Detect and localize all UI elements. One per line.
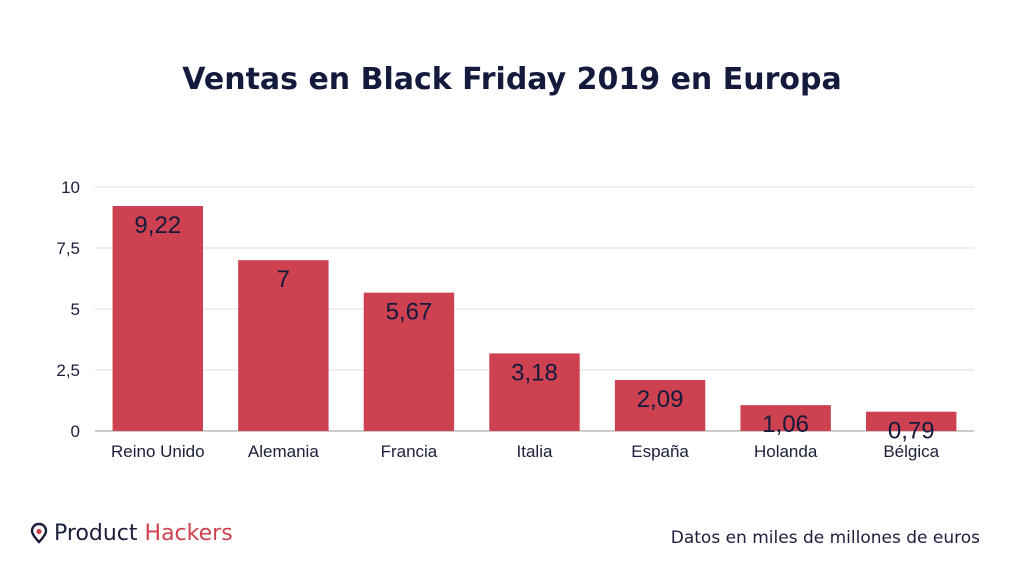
- x-tick-label: Holanda: [754, 442, 818, 461]
- units-footnote: Datos en miles de millones de euros: [670, 528, 980, 548]
- data-label: 3,18: [511, 359, 558, 386]
- bar: [740, 405, 831, 431]
- data-label: 7: [277, 266, 290, 293]
- y-tick-label: 7,5: [56, 239, 80, 258]
- location-pin-icon: [30, 522, 48, 544]
- y-tick-label: 0: [71, 422, 80, 441]
- x-tick-label: Francia: [381, 442, 438, 461]
- data-label: 5,67: [386, 299, 433, 326]
- brand-logo: Product Hackers: [30, 521, 233, 546]
- brand-name-part2: Hackers: [144, 521, 233, 546]
- brand-name-part1: Product: [54, 521, 138, 546]
- data-label: 9,22: [134, 212, 181, 239]
- data-label: 0,79: [888, 418, 935, 445]
- bar: [489, 353, 580, 431]
- bar: [614, 380, 706, 431]
- data-label: 2,09: [637, 386, 684, 413]
- data-label: 1,06: [762, 411, 809, 438]
- bar: [363, 292, 455, 431]
- bars: [112, 206, 957, 431]
- x-axis-labels: Reino Unido Alemania Francia Italia España Ho…: [111, 442, 940, 461]
- x-tick-label: Reino Unido: [111, 442, 205, 461]
- x-tick-label: Italia: [517, 442, 553, 461]
- value-labels: 9,22 7 5,67 3,18 2,09 1,06 0,79: [134, 212, 934, 445]
- y-tick-label: 5: [71, 300, 80, 319]
- bar: [238, 260, 329, 431]
- x-tick-label: Alemania: [248, 442, 319, 461]
- x-tick-label: España: [631, 442, 689, 461]
- x-tick-label: Bélgica: [883, 442, 939, 461]
- bar: [112, 206, 203, 431]
- y-tick-label: 2,5: [56, 361, 80, 380]
- y-axis-ticks: 0 2,5 5 7,5 10: [56, 178, 80, 441]
- bar: [866, 411, 957, 431]
- y-tick-label: 10: [61, 178, 80, 197]
- chart-title: Ventas en Black Friday 2019 en Europa: [182, 62, 842, 97]
